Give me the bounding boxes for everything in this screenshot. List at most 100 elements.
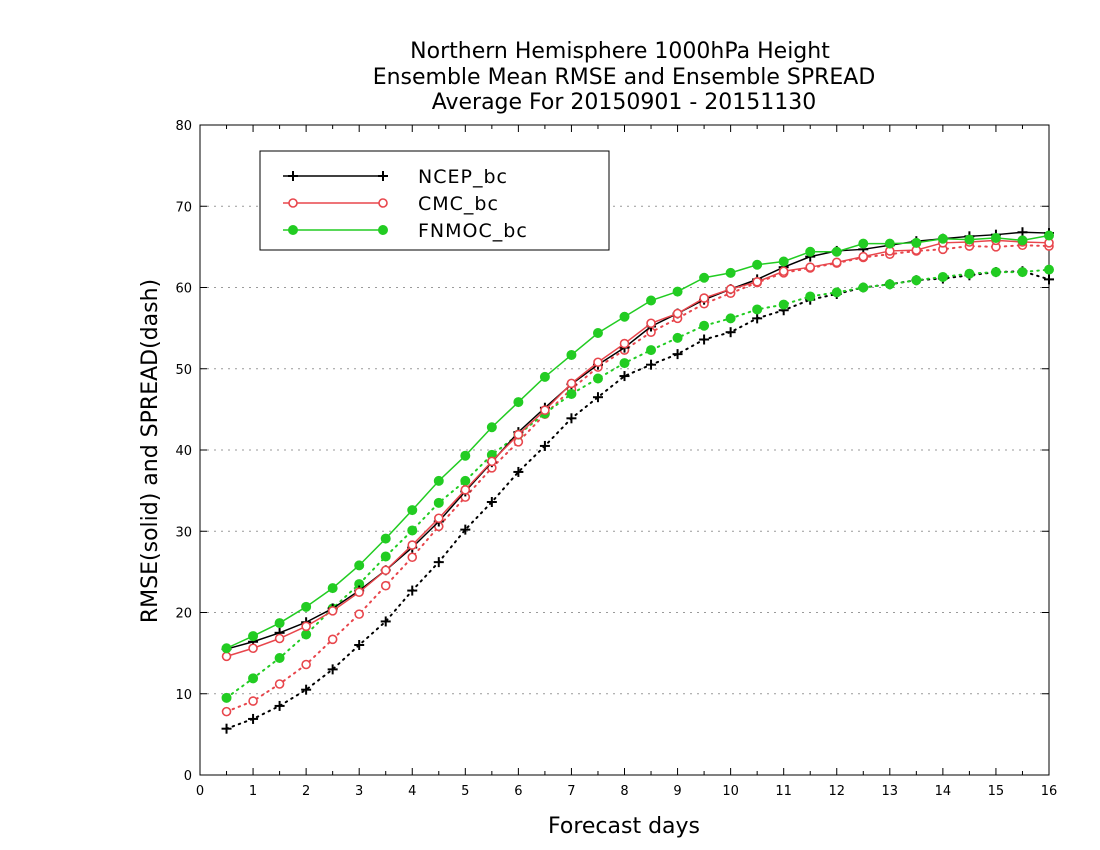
legend-entry: FNMOC_bc (283, 220, 528, 242)
data-point (805, 246, 816, 257)
data-point (248, 631, 259, 642)
data-point (831, 246, 842, 257)
x-tick-label: 0 (196, 784, 204, 799)
legend-marker (378, 225, 388, 235)
legend-marker (288, 171, 298, 181)
data-point (672, 349, 683, 360)
legend-label: FNMOC_bc (418, 220, 528, 242)
y-tick-label: 50 (175, 363, 192, 378)
x-tick-label: 16 (1041, 784, 1058, 799)
data-point (592, 328, 603, 338)
legend-label: NCEP_bc (418, 166, 508, 188)
data-point (725, 284, 736, 294)
data-point (778, 266, 789, 277)
data-point (380, 616, 391, 627)
data-point (248, 713, 259, 724)
data-point (327, 664, 338, 675)
data-point (354, 640, 365, 650)
data-point (486, 497, 497, 507)
data-point (513, 429, 524, 440)
x-tick-label: 15 (988, 784, 1005, 799)
data-point (274, 700, 285, 711)
x-tick-label: 3 (355, 784, 363, 799)
x-tick-label: 11 (775, 784, 792, 799)
data-point (699, 272, 710, 283)
chart-title-line-2: Ensemble Mean RMSE and Ensemble SPREAD (373, 65, 876, 90)
series-fnmoc-bc-spread (221, 264, 1054, 703)
y-tick-label: 0 (184, 769, 192, 784)
y-tick-label: 80 (175, 119, 192, 134)
data-point (1044, 230, 1054, 241)
data-point (566, 349, 577, 360)
data-point (513, 466, 524, 477)
y-tick-label: 10 (175, 688, 192, 703)
data-point (248, 643, 258, 654)
data-point (778, 299, 789, 310)
data-point (619, 311, 630, 322)
data-point (858, 251, 869, 262)
y-tick-label: 20 (175, 607, 192, 622)
legend-entry: NCEP_bc (283, 166, 508, 188)
x-tick-label: 5 (461, 784, 469, 799)
data-point (407, 525, 418, 536)
data-point (539, 440, 550, 451)
data-point (486, 422, 497, 433)
data-point (539, 371, 550, 382)
data-point (327, 583, 338, 594)
series-line-cmc-bc (226, 239, 1050, 658)
data-point (433, 475, 444, 486)
legend-entry: CMC_bc (283, 193, 498, 215)
data-point (460, 450, 471, 461)
data-point (646, 318, 656, 329)
data-point (460, 524, 471, 535)
data-point (487, 456, 497, 467)
data-point (752, 259, 763, 270)
data-point (884, 279, 895, 290)
data-point (778, 256, 789, 267)
data-point (301, 659, 311, 670)
data-point (831, 257, 842, 268)
series-cmc-bc (221, 235, 1054, 662)
data-point (380, 565, 391, 576)
data-point (752, 313, 763, 324)
legend-entries: NCEP_bc CMC_bc FNMOC_bc (283, 166, 528, 242)
data-point (619, 338, 630, 349)
data-point (513, 397, 524, 408)
x-tick-label: 4 (408, 784, 416, 799)
y-tick-label: 60 (175, 282, 192, 297)
data-point (248, 673, 259, 684)
data-point (884, 238, 895, 249)
data-point (221, 643, 232, 654)
series-line-cmc-bc-spread (225, 244, 1050, 713)
data-point (858, 282, 869, 293)
chart-title-line-3: Average For 20150901 - 20151130 (432, 90, 817, 115)
data-point (699, 293, 709, 303)
series-layer (221, 227, 1054, 734)
data-point (407, 552, 418, 563)
legend-marker (288, 225, 298, 235)
data-point (592, 373, 603, 384)
x-tick-label: 9 (673, 784, 681, 799)
data-point (566, 388, 577, 399)
data-point (593, 357, 603, 368)
data-point (221, 651, 232, 662)
data-point (646, 359, 657, 370)
x-tick-label: 2 (302, 784, 310, 799)
legend-box (259, 150, 610, 251)
x-tick-label: 1 (249, 784, 257, 799)
series-line-ncep-bc-spread (225, 270, 1050, 730)
data-point (911, 275, 922, 286)
data-point (354, 587, 364, 597)
data-point (725, 327, 736, 338)
data-point (566, 413, 577, 424)
data-point (911, 237, 922, 248)
data-point (327, 606, 338, 616)
data-point (354, 609, 364, 619)
data-point (805, 291, 816, 302)
data-point (301, 684, 312, 695)
data-point (248, 696, 258, 706)
x-tick-label: 12 (828, 784, 845, 799)
data-point (540, 405, 550, 415)
